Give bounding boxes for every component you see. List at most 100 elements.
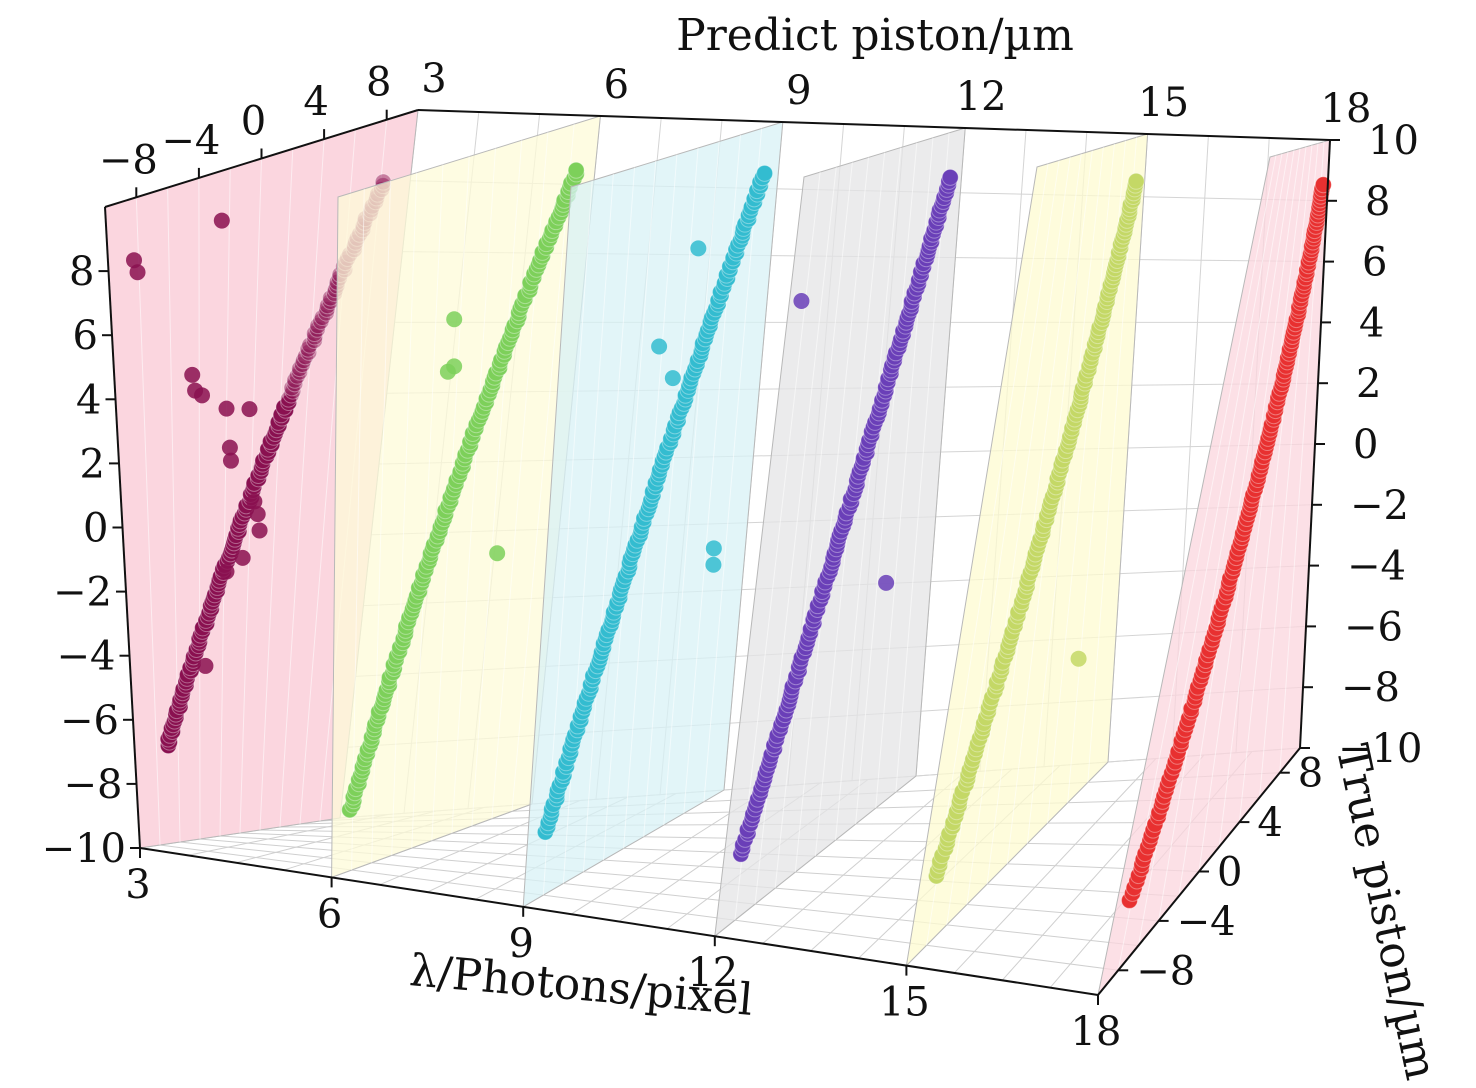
plane-grid-line <box>1158 151 1289 921</box>
data-point <box>309 317 327 335</box>
plane-grid-line <box>279 139 325 828</box>
plane-grid-line <box>1218 146 1307 847</box>
x-tick-label: −4 <box>161 118 220 164</box>
z-left-tick-label: −6 <box>60 698 119 744</box>
data-point <box>286 375 304 393</box>
floor-grid-line <box>159 844 1119 971</box>
outlier-point <box>705 540 722 557</box>
outlier-point <box>194 387 211 404</box>
data-point <box>293 355 311 373</box>
x-tick-label: 0 <box>241 99 266 145</box>
depth-tick-label: 6 <box>317 891 342 937</box>
plane-grid-line <box>1238 145 1313 823</box>
data-point <box>756 164 774 182</box>
plane-grid-line <box>643 147 699 837</box>
plane-grid-line <box>774 162 853 889</box>
z-right-tick-label: −2 <box>1350 483 1409 529</box>
plane-grid-line <box>603 160 657 861</box>
outlier-point <box>793 292 810 309</box>
z-left-tick-label: 0 <box>83 506 108 552</box>
z-right-tick-label: 0 <box>1353 422 1378 468</box>
data-point <box>308 320 326 338</box>
plane-grid-line <box>451 148 496 834</box>
y-tick-label: −4 <box>1177 899 1236 945</box>
data-point <box>318 300 336 318</box>
plane-grid-line <box>219 168 231 837</box>
x-axis-title: Predict piston/µm <box>676 10 1074 61</box>
z-right-tick-label: 4 <box>1359 300 1384 346</box>
series-lambda-6 <box>331 115 601 879</box>
z-right-tick-label: −8 <box>1341 665 1400 711</box>
outlier-point <box>705 556 722 573</box>
data-point <box>319 297 337 315</box>
data-point <box>312 312 330 330</box>
depth-top-tick-label: 9 <box>786 68 811 114</box>
depth-tick-label: 12 <box>687 950 738 996</box>
plane-grid-line <box>966 157 1071 905</box>
series-lambda-12 <box>714 127 966 938</box>
z-right-tick-label: −10 <box>1338 726 1422 772</box>
data-point <box>284 382 302 400</box>
depth-tick-label: 18 <box>1071 1009 1122 1055</box>
data-point <box>296 348 314 366</box>
data-point <box>300 343 318 361</box>
plane-grid-line <box>542 180 593 896</box>
data-point <box>1127 172 1145 190</box>
z-left-tick-label: −10 <box>42 826 126 872</box>
depth-tick-label: 15 <box>879 980 930 1026</box>
data-point <box>941 168 959 186</box>
axis-edge <box>139 847 1099 996</box>
plane-grid-line <box>855 142 918 825</box>
data-point <box>317 304 335 322</box>
outlier-point <box>446 358 463 375</box>
outlier-point <box>184 366 201 383</box>
depth-top-tick-label: 18 <box>1321 86 1372 132</box>
y-tick-label: 8 <box>1298 751 1323 797</box>
plane-grid-line <box>1178 150 1295 897</box>
outlier-point <box>222 452 239 469</box>
series-lambda-9 <box>522 121 784 908</box>
z-right-tick-label: 8 <box>1365 179 1390 225</box>
data-point <box>306 328 324 346</box>
data-point <box>288 367 306 385</box>
plane-grid-line <box>259 148 294 831</box>
plane-grid-line <box>391 172 418 856</box>
y-tick-label: −8 <box>1136 948 1195 994</box>
plane-grid-line <box>351 188 365 871</box>
z-right-tick-label: 6 <box>1362 240 1387 286</box>
plane-grid-line <box>1026 147 1104 844</box>
plane-grid-line <box>926 163 1049 946</box>
plane-grid-line <box>582 167 636 872</box>
outlier-point <box>690 240 707 257</box>
data-point <box>305 325 323 343</box>
x-tick-label: 8 <box>366 60 391 106</box>
data-point <box>286 371 304 389</box>
plane-grid-line <box>794 157 869 873</box>
data-point <box>294 352 312 370</box>
depth-top-tick-label: 15 <box>1138 80 1189 126</box>
x-tick-label: −8 <box>99 137 158 183</box>
outlier-point <box>249 506 266 523</box>
z-left-tick-label: 2 <box>80 441 105 487</box>
outlier-point <box>446 311 463 328</box>
data-point <box>280 390 298 408</box>
z-left-tick-label: −8 <box>64 762 123 808</box>
z-left-tick-label: 6 <box>73 313 98 359</box>
data-point <box>283 379 301 397</box>
x-tick-label: 4 <box>303 79 328 125</box>
outlier-point <box>218 563 235 580</box>
z-right-tick-label: 10 <box>1368 118 1419 164</box>
plane-grid-line <box>895 132 950 793</box>
plane-grid-line <box>835 147 902 841</box>
plane-grid-line <box>135 197 161 846</box>
z-left-tick-label: 8 <box>69 249 94 295</box>
z-left-tick-label: −4 <box>57 634 116 680</box>
y-axis-title: True piston/µm <box>1326 740 1447 1084</box>
outlier-point <box>129 264 146 281</box>
series-lambda-15 <box>905 133 1149 968</box>
z-right-tick-label: −4 <box>1347 544 1406 590</box>
plane-grid-line <box>198 177 201 840</box>
outlier-point <box>651 338 668 355</box>
plane-grid-line <box>1047 143 1115 824</box>
